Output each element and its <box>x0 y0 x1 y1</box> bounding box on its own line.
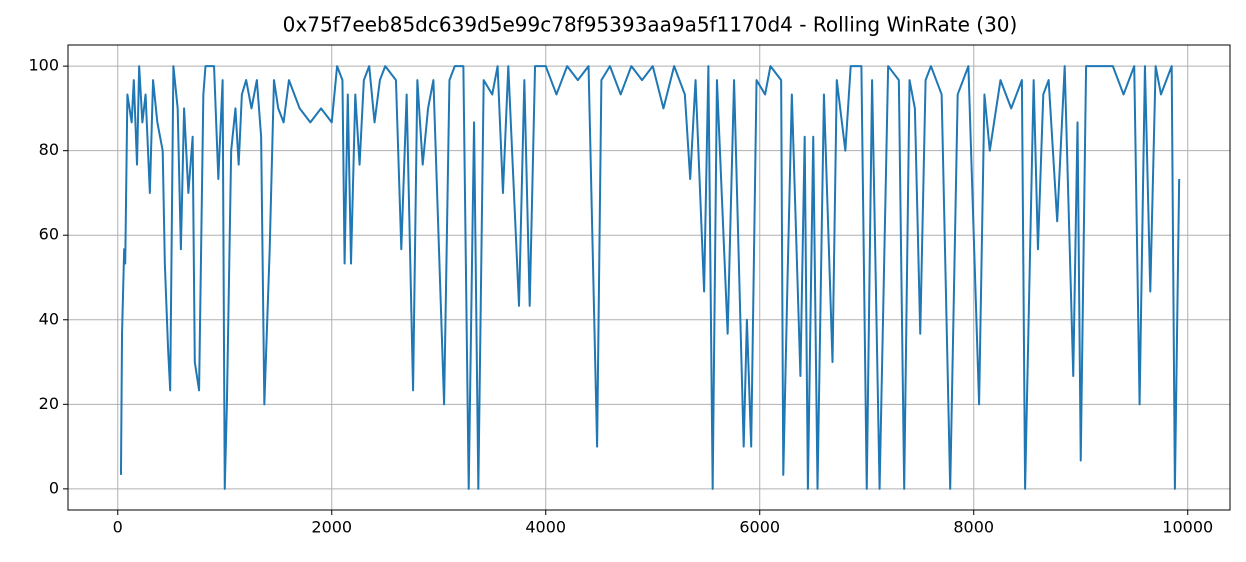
y-tick-label: 0 <box>49 478 59 497</box>
x-tick-label: 8000 <box>953 518 994 537</box>
x-tick-label: 0 <box>113 518 123 537</box>
chart-title: 0x75f7eeb85dc639d5e99c78f95393aa9a5f1170… <box>283 13 1018 37</box>
plot-frame <box>67 44 1231 511</box>
x-tick-label: 2000 <box>311 518 352 537</box>
y-tick-label: 100 <box>28 56 59 75</box>
x-tick-label: 6000 <box>739 518 780 537</box>
y-tick-label: 60 <box>39 225 59 244</box>
y-tick-label: 40 <box>39 309 59 328</box>
y-tick-label: 80 <box>39 140 59 159</box>
x-tick-label: 10000 <box>1162 518 1213 537</box>
x-tick-label: 4000 <box>525 518 566 537</box>
y-tick-label: 20 <box>39 394 59 413</box>
line <box>119 65 1181 490</box>
